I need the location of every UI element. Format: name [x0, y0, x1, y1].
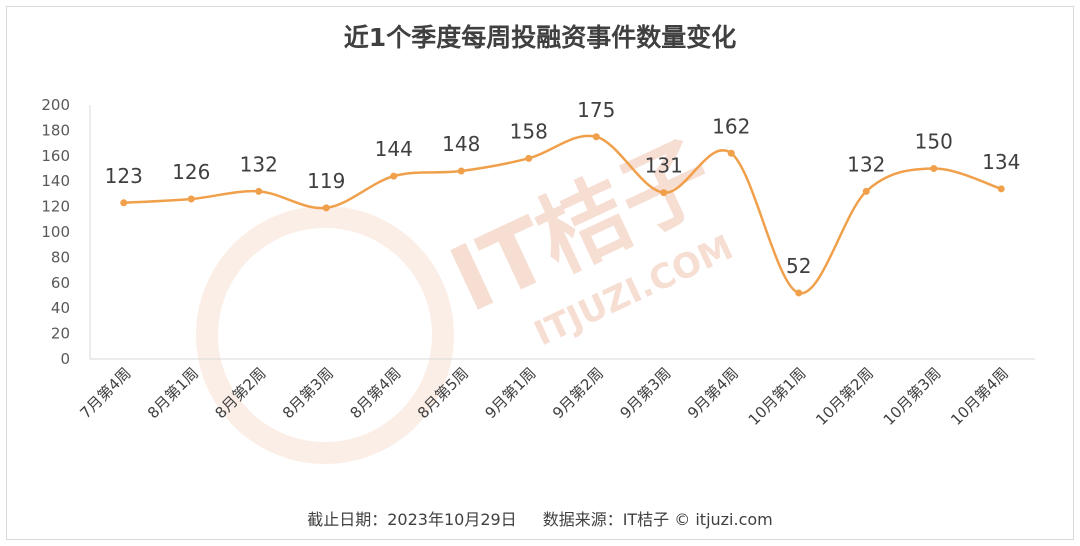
x-tick-label: 8月第3周 — [279, 364, 337, 422]
footer: 截止日期：2023年10月29日 数据来源：IT桔子 © itjuzi.com — [0, 506, 1080, 530]
data-label: 158 — [510, 119, 548, 143]
data-label: 123 — [105, 164, 143, 188]
y-tick-label: 180 — [41, 121, 70, 139]
x-tick-label: 10月第2周 — [812, 364, 877, 429]
y-tick-label: 80 — [51, 248, 70, 266]
data-label: 132 — [847, 152, 885, 176]
data-point — [255, 187, 263, 195]
footer-date: 截止日期：2023年10月29日 — [307, 510, 517, 529]
y-tick-label: 40 — [51, 299, 70, 317]
y-tick-label: 0 — [60, 350, 70, 368]
x-tick-label: 8月第4周 — [347, 364, 405, 422]
y-tick-label: 60 — [51, 274, 70, 292]
data-point — [660, 189, 668, 197]
y-tick-label: 120 — [41, 198, 70, 216]
x-tick-label: 10月第4周 — [947, 364, 1012, 429]
data-label: 132 — [240, 152, 278, 176]
x-tick-label: 9月第1周 — [482, 364, 540, 422]
x-tick-label: 8月第1周 — [144, 364, 202, 422]
data-point — [457, 167, 465, 175]
data-point — [390, 172, 398, 180]
x-tick-label: 10月第1周 — [745, 364, 810, 429]
data-point — [525, 154, 533, 162]
x-tick-label: 9月第4周 — [684, 364, 742, 422]
data-point — [592, 133, 600, 141]
data-point — [795, 289, 803, 297]
chart-title: 近1个季度每周投融资事件数量变化 — [343, 23, 737, 52]
y-tick-label: 140 — [41, 172, 70, 190]
y-tick-label: 160 — [41, 147, 70, 165]
data-label: 126 — [172, 160, 210, 184]
data-label: 162 — [712, 114, 750, 138]
x-tick-label: 10月第3周 — [880, 364, 945, 429]
data-point — [930, 165, 938, 172]
data-point — [120, 199, 128, 207]
data-label: 131 — [645, 154, 683, 178]
x-tick-label: 7月第4周 — [77, 364, 135, 422]
data-label: 148 — [442, 132, 480, 156]
y-tick-label: 200 — [41, 96, 70, 114]
y-tick-label: 100 — [41, 223, 70, 241]
data-point — [862, 187, 870, 195]
data-point — [997, 185, 1005, 193]
watermark-orange-icon — [196, 206, 454, 464]
y-tick-label: 20 — [51, 325, 70, 343]
footer-source: 数据来源：IT桔子 © itjuzi.com — [542, 510, 773, 529]
data-label: 144 — [375, 137, 413, 161]
chart-frame — [6, 6, 1074, 540]
data-point — [187, 195, 195, 203]
data-label: 150 — [915, 130, 953, 154]
data-point — [322, 204, 330, 212]
data-point — [727, 149, 735, 157]
x-tick-label: 9月第3周 — [617, 364, 675, 422]
data-label: 175 — [577, 98, 615, 122]
data-label: 119 — [307, 169, 345, 193]
data-label: 52 — [786, 254, 811, 278]
x-tick-label: 9月第2周 — [549, 364, 607, 422]
data-label: 134 — [982, 150, 1020, 174]
